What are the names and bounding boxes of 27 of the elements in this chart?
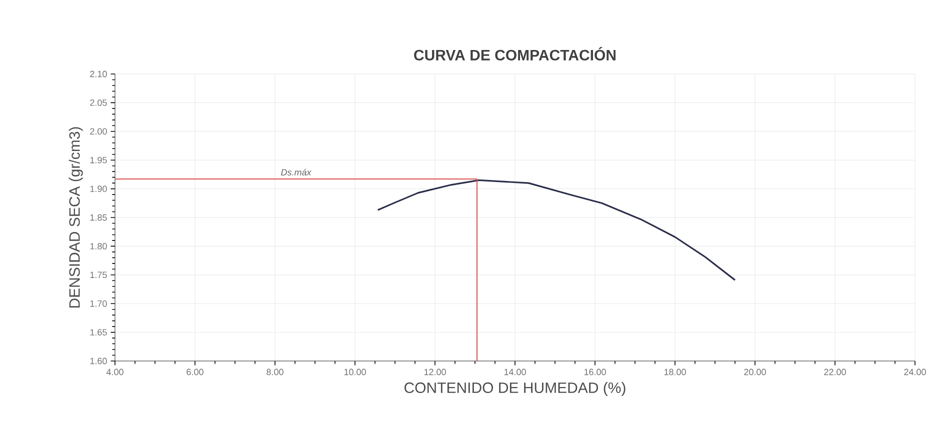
y-tick-label: 1.60 <box>90 358 107 364</box>
x-tick-label: 20.00 <box>744 368 766 376</box>
x-tick-label: 12.00 <box>424 368 446 376</box>
y-tick-label: 1.90 <box>90 186 107 192</box>
chart-title: CURVA DE COMPACTACIÓN <box>414 47 616 60</box>
x-axis-title: CONTENIDO DE HUMEDAD (%) <box>404 382 626 396</box>
ref-line-label: Ds.máx <box>281 168 312 176</box>
y-tick-label: 1.70 <box>90 300 107 307</box>
y-tick-label: 1.80 <box>90 243 107 250</box>
x-tick-label: 14.00 <box>504 368 526 376</box>
line-series <box>377 179 736 281</box>
x-tick-label: 6.00 <box>186 368 204 376</box>
y-tick-label: 1.95 <box>90 156 107 164</box>
x-tick-label: 22.00 <box>824 368 846 376</box>
x-tick-label: 16.00 <box>584 368 606 376</box>
y-tick-label: 2.05 <box>90 100 107 106</box>
y-tick-label: 2.10 <box>90 70 107 78</box>
x-tick-label: 18.00 <box>664 368 686 376</box>
x-tick-label: 4.00 <box>106 368 124 376</box>
x-tick-label: 24.00 <box>904 368 926 376</box>
x-tick-label: 10.00 <box>344 368 366 376</box>
y-tick-label: 2.00 <box>90 128 107 135</box>
y-tick-label: 1.85 <box>90 214 107 221</box>
y-tick-label: 1.75 <box>90 272 107 278</box>
x-tick-label: 8.00 <box>266 368 284 376</box>
y-tick-label: 1.65 <box>90 329 107 336</box>
y-axis-title: DENSIDAD SECA (gr/cm3) <box>68 127 83 308</box>
